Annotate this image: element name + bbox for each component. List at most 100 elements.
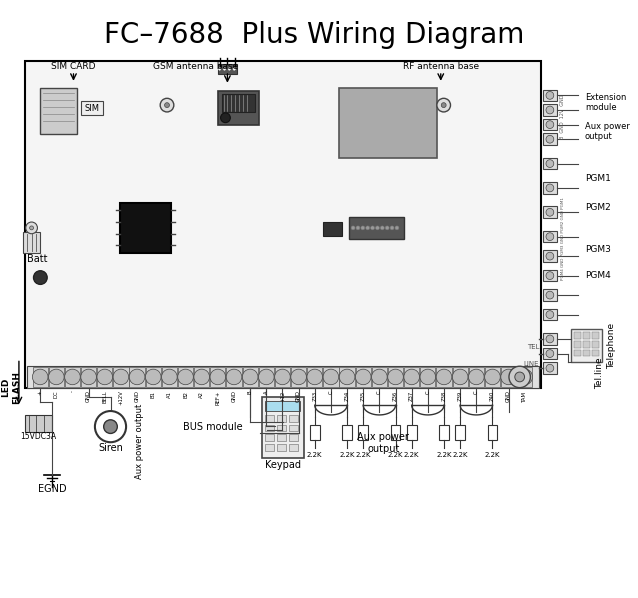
Circle shape bbox=[307, 369, 323, 385]
Bar bbox=[259, 367, 274, 387]
Circle shape bbox=[371, 369, 387, 385]
Circle shape bbox=[226, 369, 242, 385]
Bar bbox=[543, 119, 557, 130]
Circle shape bbox=[64, 369, 80, 385]
Bar bbox=[583, 332, 590, 339]
Circle shape bbox=[546, 121, 554, 129]
Text: 2.2K: 2.2K bbox=[404, 452, 419, 458]
Text: BUS module: BUS module bbox=[183, 422, 242, 432]
Circle shape bbox=[145, 369, 161, 385]
Bar bbox=[543, 270, 557, 282]
Circle shape bbox=[376, 226, 380, 230]
Circle shape bbox=[546, 291, 554, 299]
Circle shape bbox=[390, 226, 394, 230]
Bar bbox=[33, 367, 48, 387]
Bar bbox=[25, 415, 52, 432]
Bar bbox=[81, 101, 103, 115]
Bar bbox=[277, 434, 286, 441]
Bar bbox=[543, 104, 557, 116]
Text: TEL: TEL bbox=[526, 344, 539, 350]
Bar bbox=[27, 366, 539, 388]
Bar bbox=[452, 367, 468, 387]
Bar bbox=[277, 425, 286, 432]
Circle shape bbox=[546, 271, 554, 279]
Text: PGM1: PGM1 bbox=[585, 173, 611, 183]
Bar bbox=[583, 350, 590, 356]
Circle shape bbox=[242, 369, 258, 385]
Circle shape bbox=[323, 369, 339, 385]
Text: B: B bbox=[248, 390, 253, 394]
Bar bbox=[277, 444, 286, 451]
Circle shape bbox=[130, 369, 145, 385]
Circle shape bbox=[404, 369, 419, 385]
Bar bbox=[439, 425, 449, 440]
Bar bbox=[226, 367, 242, 387]
Bar bbox=[420, 367, 435, 387]
Text: GND: GND bbox=[232, 390, 237, 402]
Bar bbox=[277, 415, 286, 422]
Text: 15VDC3A: 15VDC3A bbox=[20, 432, 57, 441]
Text: REF+: REF+ bbox=[216, 390, 220, 405]
Circle shape bbox=[546, 335, 554, 343]
Circle shape bbox=[34, 271, 47, 285]
Text: B  GND  12V  GND: B GND 12V GND bbox=[560, 94, 565, 139]
Text: Z37: Z37 bbox=[409, 390, 414, 401]
Circle shape bbox=[385, 226, 389, 230]
Bar bbox=[404, 367, 419, 387]
Circle shape bbox=[546, 350, 554, 358]
Text: Extension
module: Extension module bbox=[585, 93, 627, 112]
Text: GND: GND bbox=[296, 390, 301, 402]
Text: Z38: Z38 bbox=[441, 390, 447, 401]
Circle shape bbox=[546, 184, 554, 192]
Circle shape bbox=[388, 369, 403, 385]
Text: 2.2K: 2.2K bbox=[307, 452, 323, 458]
Text: B1: B1 bbox=[151, 390, 156, 398]
Text: Aux power
output: Aux power output bbox=[357, 432, 409, 454]
Bar bbox=[543, 251, 557, 262]
Circle shape bbox=[366, 226, 369, 230]
Circle shape bbox=[515, 372, 524, 382]
Bar bbox=[543, 206, 557, 218]
Circle shape bbox=[291, 369, 306, 385]
Text: +12V: +12V bbox=[119, 390, 123, 405]
Text: +12: +12 bbox=[280, 390, 285, 402]
Text: C: C bbox=[474, 390, 478, 394]
Text: Tel.line: Tel.line bbox=[595, 357, 604, 389]
Bar bbox=[390, 425, 401, 440]
Circle shape bbox=[223, 68, 226, 70]
Text: Keypad: Keypad bbox=[265, 460, 301, 469]
Circle shape bbox=[517, 369, 533, 385]
Text: Z39: Z39 bbox=[457, 390, 463, 401]
Bar bbox=[289, 425, 297, 432]
Text: -: - bbox=[70, 390, 75, 392]
Bar bbox=[242, 367, 258, 387]
Circle shape bbox=[546, 208, 554, 216]
Bar bbox=[543, 158, 557, 169]
Circle shape bbox=[221, 113, 230, 123]
Bar bbox=[501, 367, 516, 387]
Text: PGM4: PGM4 bbox=[585, 271, 611, 280]
Circle shape bbox=[546, 311, 554, 319]
Text: Z34: Z34 bbox=[345, 390, 350, 401]
Circle shape bbox=[351, 226, 355, 230]
Circle shape bbox=[160, 98, 174, 112]
Bar bbox=[543, 289, 557, 301]
Circle shape bbox=[258, 369, 274, 385]
Bar bbox=[265, 415, 274, 422]
Bar bbox=[211, 367, 225, 387]
Circle shape bbox=[218, 68, 221, 70]
Bar bbox=[289, 415, 297, 422]
Bar bbox=[323, 222, 343, 236]
Text: FC–7688  Plus Wiring Diagram: FC–7688 Plus Wiring Diagram bbox=[104, 21, 524, 49]
Circle shape bbox=[509, 366, 530, 388]
Bar bbox=[543, 133, 557, 145]
Bar bbox=[456, 425, 465, 440]
Bar bbox=[323, 367, 339, 387]
Bar bbox=[349, 217, 404, 239]
Circle shape bbox=[371, 226, 375, 230]
Circle shape bbox=[210, 369, 226, 385]
Bar bbox=[543, 362, 557, 374]
Bar bbox=[543, 182, 557, 194]
Circle shape bbox=[546, 106, 554, 114]
Circle shape bbox=[339, 369, 355, 385]
